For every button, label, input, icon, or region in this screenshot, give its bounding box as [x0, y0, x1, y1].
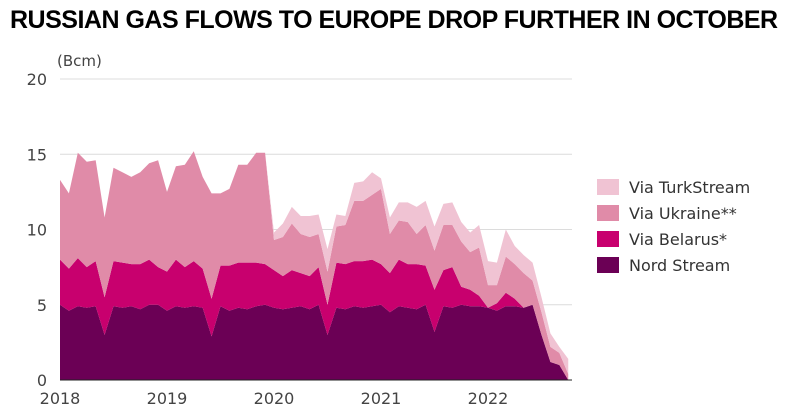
x-tick-label: 2021 — [361, 389, 402, 408]
x-tick-label: 2020 — [254, 389, 295, 408]
legend-label-via-turkstream: Via TurkStream — [629, 178, 750, 197]
x-tick-label: 2018 — [40, 389, 81, 408]
legend-label-via-ukraine: Via Ukraine** — [629, 204, 737, 223]
area-via-ukraine — [60, 151, 569, 380]
x-tick-label: 2019 — [147, 389, 188, 408]
legend-swatch-via-ukraine — [597, 205, 619, 221]
y-unit-label: (Bcm) — [57, 52, 102, 70]
legend-label-via-belarus: Via Belarus* — [629, 230, 727, 249]
area-via-belarus — [60, 258, 569, 380]
y-tick-label: 0 — [37, 371, 47, 390]
legend-swatch-nord-stream — [597, 257, 619, 273]
legend: Via TurkStream Via Ukraine** Via Belarus* N… — [597, 178, 750, 275]
y-tick-label: 5 — [37, 296, 47, 315]
y-tick-label: 10 — [27, 221, 47, 240]
series-areas — [60, 151, 569, 380]
legend-swatch-via-belarus — [597, 231, 619, 247]
x-tick-label: 2022 — [468, 389, 509, 408]
y-tick-label: 15 — [27, 145, 47, 164]
chart-title: RUSSIAN GAS FLOWS TO EUROPE DROP FURTHER… — [10, 6, 778, 34]
area-nord-stream — [60, 304, 569, 380]
x-axis: 2018 2019 2020 2021 2022 — [40, 379, 572, 408]
y-axis: 0 5 10 15 20 — [27, 70, 47, 390]
legend-label-nord-stream: Nord Stream — [629, 256, 730, 275]
legend-swatch-via-turkstream — [597, 179, 619, 195]
y-tick-label: 20 — [27, 70, 47, 89]
